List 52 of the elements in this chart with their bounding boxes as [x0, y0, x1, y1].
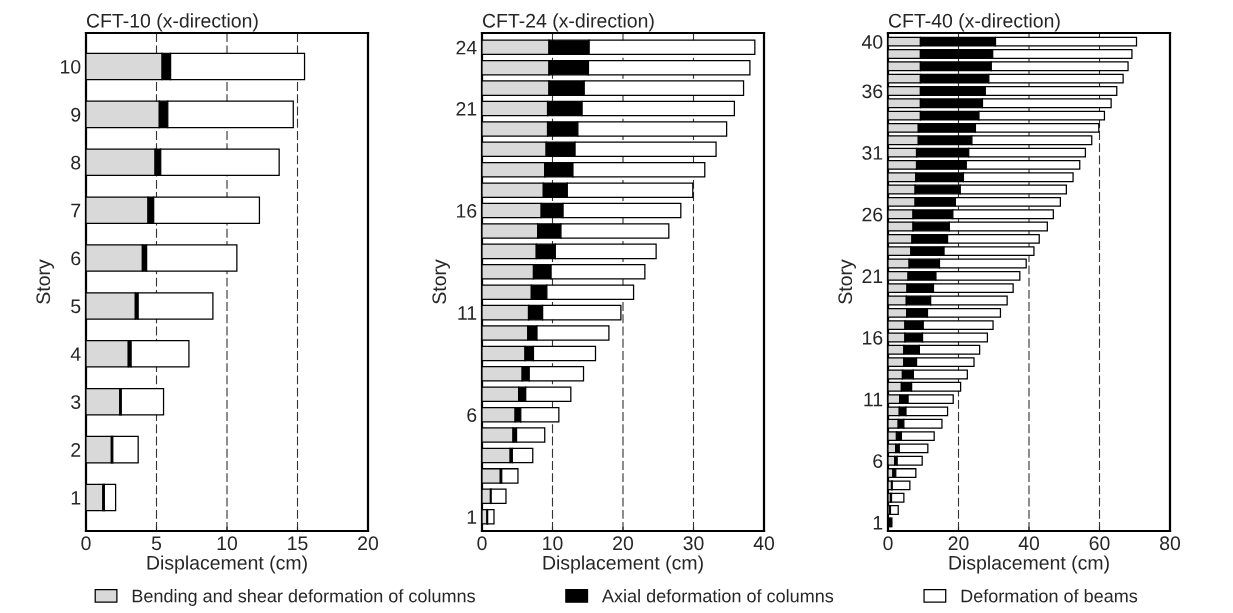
x-tick-label: 0 — [81, 536, 91, 551]
x-tick-label: 80 — [1160, 536, 1181, 551]
legend-label: Bending and shear deformation of columns — [132, 589, 475, 606]
x-tick-label: 10 — [217, 536, 238, 551]
y-tick-label: 1 — [467, 510, 477, 524]
y-tick-label: 5 — [71, 299, 81, 314]
y-tick-label: 11 — [864, 392, 883, 407]
x-axis-title: Displacement (cm) — [949, 555, 1109, 574]
x-tick-label: 20 — [358, 536, 379, 551]
y-tick-label: 31 — [862, 146, 883, 160]
chart-title: CFT-40 (x-direction) — [888, 13, 1060, 32]
y-tick-label: 9 — [71, 107, 81, 122]
x-tick-label: 0 — [883, 536, 893, 551]
y-tick-label: 6 — [71, 251, 81, 266]
y-tick-label: 11 — [458, 306, 477, 320]
y-axis-title: Story — [838, 259, 856, 304]
y-tick-label: 21 — [862, 269, 883, 283]
y-axis-title: Story — [432, 259, 450, 304]
x-axis-title: Displacement (cm) — [543, 555, 703, 574]
x-tick-label: 20 — [948, 536, 969, 551]
x-tick-label: 5 — [151, 536, 162, 551]
legend-label: Deformation of beams — [961, 589, 1138, 603]
y-tick-label: 6 — [467, 408, 477, 422]
y-tick-label: 1 — [873, 516, 883, 530]
y-tick-label: 10 — [61, 59, 81, 74]
y-tick-label: 1 — [71, 491, 81, 505]
chart-title: CFT-10 (x-direction) — [86, 13, 258, 32]
x-tick-label: 60 — [1089, 536, 1110, 551]
y-tick-label: 16 — [457, 204, 477, 218]
y-tick-label: 8 — [71, 155, 81, 170]
y-tick-label: 16 — [863, 330, 883, 345]
y-tick-label: 2 — [71, 443, 81, 457]
y-tick-label: 4 — [70, 347, 81, 361]
y-tick-label: 7 — [71, 203, 81, 218]
x-tick-label: 15 — [288, 536, 308, 551]
y-tick-label: 36 — [862, 84, 883, 99]
y-tick-label: 6 — [873, 454, 883, 468]
chart-title: CFT-24 (x-direction) — [482, 13, 654, 32]
y-tick-label: 24 — [456, 40, 477, 55]
y-tick-label: 21 — [456, 101, 477, 116]
y-tick-label: 3 — [71, 395, 81, 409]
x-axis-title: Displacement (cm) — [147, 555, 307, 574]
x-tick-label: 0 — [477, 536, 487, 551]
legend-label: Axial deformation of columns — [602, 589, 834, 603]
x-tick-label: 30 — [683, 536, 704, 551]
x-tick-label: 40 — [1018, 536, 1040, 551]
y-axis-title: Story — [36, 259, 54, 304]
x-tick-label: 40 — [753, 536, 775, 551]
y-tick-label: 40 — [861, 35, 883, 49]
y-tick-label: 26 — [862, 207, 883, 222]
x-tick-label: 20 — [613, 536, 634, 551]
x-tick-label: 10 — [543, 536, 563, 551]
